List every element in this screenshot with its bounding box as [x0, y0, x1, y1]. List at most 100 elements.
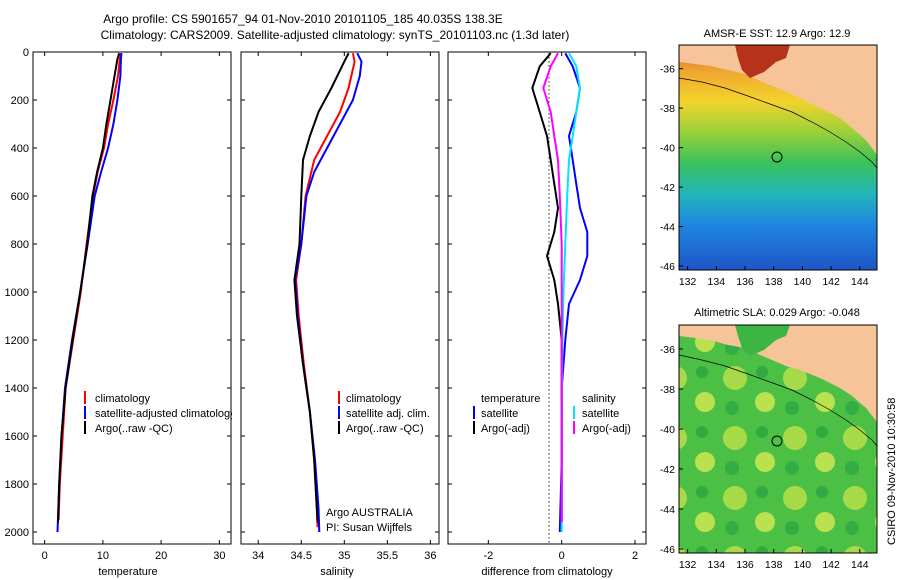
salinity-x-label: salinity	[320, 566, 354, 578]
x-tick-label: 34.5	[291, 550, 312, 562]
legend-salinity-header: salinity	[582, 393, 616, 405]
legend-climatology: climatology	[346, 393, 402, 405]
map-lat-tick-label: -40	[660, 424, 675, 436]
x-tick-label: 10	[97, 550, 109, 562]
legend-temperature-header: temperature	[481, 393, 540, 405]
series-line	[531, 52, 563, 523]
series-line	[542, 52, 563, 523]
map-lat-tick-label: -42	[660, 464, 675, 476]
x-tick-label: 0	[559, 550, 565, 562]
legend-climatology: climatology	[95, 393, 151, 405]
x-tick-label: 35	[338, 550, 350, 562]
map-lon-tick-label: 140	[794, 276, 812, 288]
sla-map-panel: Altimetric SLA: 0.029 Argo: -0.048 -36-3…	[660, 307, 878, 571]
annotation-argo-australia: Argo AUSTRALIA	[326, 507, 413, 519]
x-tick-label: 35.5	[377, 550, 398, 562]
temperature-ticks: 0 10 20 30 0 200 400 600 800 1000 1200 1400 1600 1800…	[5, 47, 231, 562]
y-tick-label: 1200	[5, 335, 29, 347]
salinity-series	[293, 52, 363, 533]
legend-satellite-adjusted: satellite-adjusted climatology	[95, 408, 236, 420]
x-tick-label: 36	[424, 550, 436, 562]
map-lon-tick-label: 142	[822, 276, 840, 288]
map-lat-tick-label: -36	[660, 64, 675, 76]
legend-satellite-adj: satellite adj. clim.	[346, 408, 430, 420]
salinity-legend: climatology satellite adj. clim. Argo(..…	[338, 391, 430, 435]
legend-argo: Argo(..raw -QC)	[95, 423, 173, 435]
x-tick-label: 34	[252, 550, 264, 562]
difference-ticks: -2 0 2	[448, 51, 646, 562]
sla-float-marker	[771, 435, 783, 447]
sla-map-title: Altimetric SLA: 0.029 Argo: -0.048	[694, 307, 860, 319]
temperature-series	[56, 52, 123, 533]
salinity-panel: 34 34.5 35 35.5 36 salinity climatology sate…	[240, 51, 440, 578]
legend-argo: Argo(..raw -QC)	[346, 423, 424, 435]
sst-map-frame	[678, 44, 878, 271]
series-line	[57, 52, 121, 523]
figure-title-line2: Climatology: CARS2009. Satellite-adjuste…	[101, 28, 570, 42]
sla-map-ticks: -36 -38 -40 -42 -44 -46 132 134 136 138 140 142 144	[660, 344, 869, 571]
map-lon-tick-label: 140	[794, 559, 812, 571]
temperature-x-label: temperature	[98, 566, 157, 578]
map-lat-tick-label: -40	[660, 143, 675, 155]
x-tick-label: 2	[632, 550, 638, 562]
legend-temp-argo: Argo(-adj)	[481, 423, 530, 435]
map-lon-tick-label: 144	[851, 559, 869, 571]
csiro-timestamp: CSIRO 09-Nov-2010 10:30:58	[886, 398, 898, 545]
difference-plot-area	[447, 51, 647, 545]
y-tick-label: 2000	[5, 527, 29, 539]
y-tick-label: 1400	[5, 383, 29, 395]
temperature-legend: climatology satellite-adjusted climatolo…	[84, 391, 236, 435]
difference-legend: temperature salinity satellite Argo(-adj…	[473, 393, 631, 435]
sst-map-ticks: -36 -38 -40 -42 -44 -46 132 134 136 138 140 142 144	[660, 64, 869, 288]
difference-panel: -2 0 2 difference from climatology tempera…	[447, 51, 647, 578]
y-tick-label: 800	[11, 239, 29, 251]
legend-temp-satellite: satellite	[481, 408, 518, 420]
map-lon-tick-label: 132	[679, 559, 697, 571]
x-tick-label: 30	[213, 550, 225, 562]
temperature-panel: 0 10 20 30 0 200 400 600 800 1000 1200 1400 1600 1800…	[5, 47, 242, 578]
sst-shelf-contour	[679, 77, 877, 169]
map-lat-tick-label: -46	[660, 544, 675, 556]
y-tick-label: 200	[11, 95, 29, 107]
map-lat-tick-label: -42	[660, 182, 675, 194]
map-lon-tick-label: 144	[851, 276, 869, 288]
y-tick-label: 600	[11, 191, 29, 203]
map-lon-tick-label: 132	[679, 276, 697, 288]
sla-land	[679, 325, 877, 422]
map-lat-tick-label: -46	[660, 261, 675, 273]
sst-warm-gulf	[735, 45, 790, 78]
sst-map-panel: AMSR-E SST: 12.9 Argo: 12.9 -36 -38 -40 -42…	[660, 28, 878, 288]
y-tick-label: 1600	[5, 431, 29, 443]
y-tick-label: 400	[11, 143, 29, 155]
temperature-plot-area	[32, 51, 232, 545]
map-lat-tick-label: -36	[660, 344, 675, 356]
sst-map-title: AMSR-E SST: 12.9 Argo: 12.9	[704, 28, 851, 40]
sst-land	[679, 45, 877, 155]
map-lon-tick-label: 136	[736, 559, 754, 571]
difference-x-label: difference from climatology	[481, 566, 613, 578]
sla-map-frame	[678, 324, 878, 554]
x-tick-label: 20	[155, 550, 167, 562]
map-lon-tick-label: 138	[765, 276, 783, 288]
map-lat-tick-label: -44	[660, 222, 675, 234]
difference-series	[531, 52, 589, 533]
x-tick-label: -2	[483, 550, 493, 562]
map-lat-tick-label: -44	[660, 504, 675, 516]
figure-title-line1: Argo profile: CS 5901657_94 01-Nov-2010 …	[103, 12, 502, 26]
x-tick-label: 0	[42, 550, 48, 562]
sla-island	[768, 348, 792, 358]
y-tick-label: 0	[23, 47, 29, 59]
legend-sal-argo: Argo(-adj)	[582, 423, 631, 435]
salinity-plot-area	[240, 51, 440, 545]
map-lon-tick-label: 138	[765, 559, 783, 571]
map-lat-tick-label: -38	[660, 103, 675, 115]
y-tick-label: 1800	[5, 479, 29, 491]
salinity-ticks: 34 34.5 35 35.5 36	[241, 51, 439, 562]
legend-sal-satellite: satellite	[582, 408, 619, 420]
sst-float-marker	[771, 151, 783, 163]
annotation-pi: PI: Susan Wijffels	[326, 522, 412, 534]
y-tick-label: 1000	[5, 287, 29, 299]
sla-gulf	[735, 325, 790, 356]
map-lon-tick-label: 134	[708, 276, 726, 288]
